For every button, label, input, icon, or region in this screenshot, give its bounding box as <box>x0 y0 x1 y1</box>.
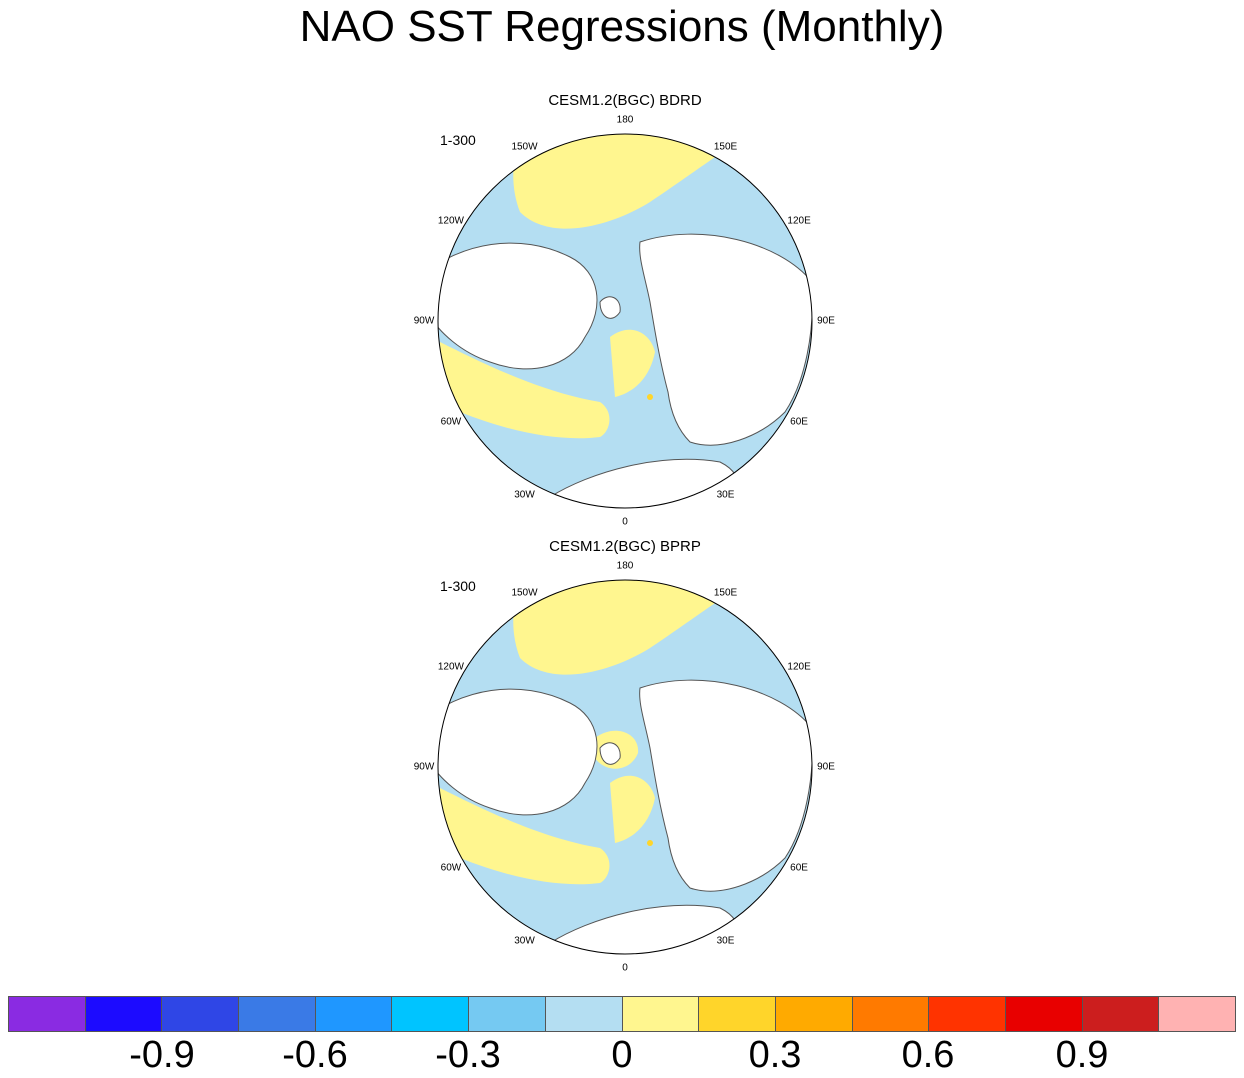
longitude-label: 60E <box>790 416 808 427</box>
colorbar-box <box>775 997 853 1031</box>
greenland-land <box>599 742 621 765</box>
panel-title: CESM1.2(BGC) BDRD <box>548 92 702 109</box>
colorbar-box <box>85 997 163 1031</box>
atlantic-positive-region <box>439 342 610 439</box>
north-america-land <box>438 688 598 816</box>
colorbar <box>8 996 1236 1032</box>
longitude-label: 90W <box>413 761 435 773</box>
colorbar-box <box>622 997 700 1031</box>
atlantic-positive-region <box>439 788 610 885</box>
period-label: 1-300 <box>440 578 476 594</box>
longitude-label: 60W <box>440 862 462 873</box>
longitude-label: 30W <box>514 489 535 501</box>
colorbar-tick-label: 0.9 <box>1055 1034 1109 1076</box>
colorbar-box <box>315 997 393 1031</box>
colorbar-tick-label: -0.9 <box>129 1034 195 1076</box>
longitude-label: 30E <box>716 935 735 947</box>
pacific-positive-region <box>513 134 730 229</box>
longitude-label: 30E <box>716 489 735 501</box>
longitude-label: 150E <box>713 587 738 599</box>
longitude-label: 90E <box>817 761 835 773</box>
longitude-label: 120W <box>437 661 464 672</box>
nordic-seas-positive-region <box>610 775 655 843</box>
colorbar-tick-label: 0 <box>611 1034 633 1076</box>
colorbar-box <box>545 997 623 1031</box>
positive-mid-spot <box>647 394 653 400</box>
polar-map <box>437 133 813 509</box>
longitude-label: 150E <box>713 141 738 153</box>
longitude-label: 60W <box>440 416 462 427</box>
longitude-label: 30W <box>514 935 535 947</box>
eurasia-land <box>639 679 812 892</box>
longitude-label: 90W <box>413 315 435 327</box>
colorbar-box <box>929 997 1006 1031</box>
longitude-label: 120E <box>787 661 811 672</box>
pacific-positive-region <box>513 580 730 675</box>
colorbar-tick-label: -0.6 <box>282 1034 348 1076</box>
longitude-label: 0 <box>622 516 628 528</box>
colorbar-box <box>162 997 240 1031</box>
map-panel-bprp: CESM1.2(BGC) BPRP 1-300 180 150E 120E 90E 60… <box>400 538 850 974</box>
longitude-label: 180 <box>616 560 634 572</box>
colorbar-box <box>239 997 316 1031</box>
colorbar-box <box>9 997 86 1031</box>
page-title: NAO SST Regressions (Monthly) <box>299 2 945 51</box>
colorbar-tick-label: 0.3 <box>748 1034 802 1076</box>
period-label: 1-300 <box>440 132 476 148</box>
longitude-label: 60E <box>790 862 808 873</box>
colorbar-box <box>392 997 470 1031</box>
colorbar-box <box>1082 997 1160 1031</box>
map-panel-bdrd: CESM1.2(BGC) BDRD 1-300 180 150E 120E 90E 60… <box>400 92 850 528</box>
nordic-seas-positive-region <box>610 329 655 397</box>
colorbar-box <box>852 997 930 1031</box>
colorbar-box <box>699 997 776 1031</box>
longitude-label: 120E <box>787 215 811 226</box>
greenland-land <box>599 296 621 319</box>
longitude-label: 180 <box>616 114 634 126</box>
longitude-label: 120W <box>437 215 464 226</box>
colorbar-tick-label: -0.3 <box>435 1034 501 1076</box>
colorbar-box <box>469 997 546 1031</box>
longitude-label: 150W <box>511 141 538 153</box>
eurasia-land <box>639 233 812 446</box>
panel-title: CESM1.2(BGC) BPRP <box>549 538 701 555</box>
longitude-label: 0 <box>622 962 628 974</box>
map-boundary <box>437 579 813 955</box>
longitude-label: 150W <box>511 587 538 599</box>
colorbar-tick-label: 0.6 <box>901 1034 955 1076</box>
positive-mid-spot <box>647 840 653 846</box>
longitude-label: 90E <box>817 315 835 327</box>
colorbar-box <box>1159 997 1235 1031</box>
map-boundary <box>437 133 813 509</box>
polar-map <box>437 579 813 955</box>
north-america-land <box>438 242 598 370</box>
colorbar-box <box>1005 997 1083 1031</box>
